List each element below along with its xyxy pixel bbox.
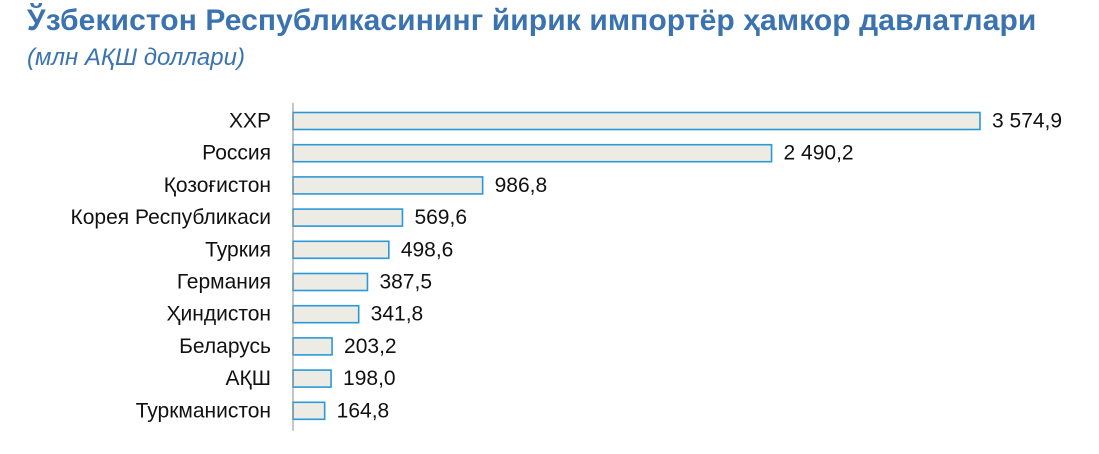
bar	[292, 337, 333, 356]
bar	[292, 111, 981, 131]
bar	[292, 401, 326, 421]
value-label: 569,6	[414, 206, 467, 229]
category-label: Ҳиндистон	[167, 303, 271, 326]
value-label: 2 490,2	[784, 142, 854, 165]
category-label: ХХР	[229, 110, 271, 133]
value-label: 498,6	[401, 238, 454, 261]
value-label: 986,8	[495, 174, 548, 197]
bar	[292, 176, 484, 195]
bar	[292, 240, 390, 260]
bar	[292, 304, 360, 324]
category-label: Корея Республикаси	[71, 206, 271, 229]
category-label: Германия	[177, 271, 271, 294]
labels-group: ХХР 3 574,9 Россия 2 490,2 Қозоғистон 986,8 Ко…	[71, 110, 1063, 423]
chart-subtitle: (млн АҚШ доллари)	[27, 44, 245, 71]
bar	[292, 272, 369, 292]
category-label: Қозоғистон	[164, 174, 271, 197]
chart-title: Ўзбекистон Республикасининг йирик импорт…	[27, 4, 1037, 37]
bar	[292, 143, 773, 163]
value-label: 341,8	[371, 303, 424, 326]
value-label: 387,5	[379, 271, 432, 294]
bars-group	[292, 111, 981, 421]
category-label: Туркманистон	[136, 399, 271, 422]
value-label: 3 574,9	[992, 110, 1062, 133]
category-label: Беларусь	[179, 335, 271, 358]
category-label: АҚШ	[226, 367, 272, 390]
bar	[292, 369, 332, 388]
value-label: 203,2	[344, 335, 397, 358]
value-label: 198,0	[343, 367, 396, 390]
category-label: Туркия	[205, 238, 271, 261]
value-label: 164,8	[337, 399, 390, 422]
category-label: Россия	[202, 142, 271, 165]
bar	[292, 208, 404, 227]
